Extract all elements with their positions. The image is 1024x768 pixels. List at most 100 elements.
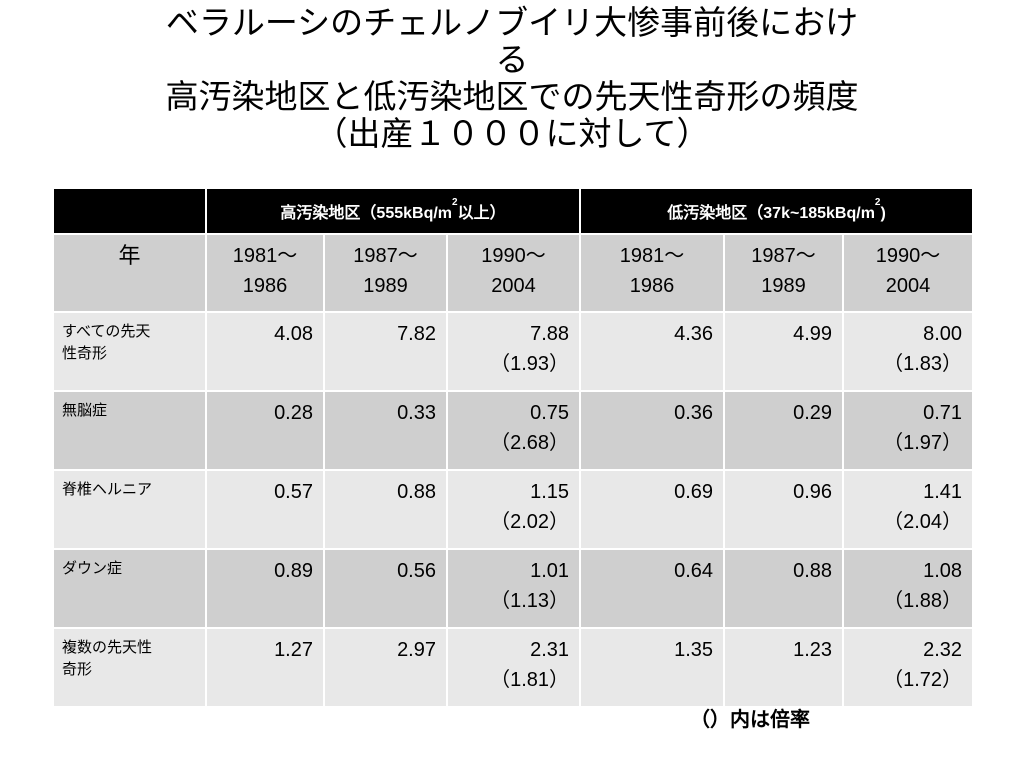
value: 0.96	[793, 481, 833, 503]
period-cell: 1990～ 2004	[842, 233, 975, 313]
header-high-suffix: 以上）	[457, 205, 506, 222]
period-end: 1989	[363, 275, 408, 297]
header-corner	[52, 187, 207, 235]
header-low-text: 低汚染地区（37k~185kBq/m	[667, 205, 875, 222]
value-cell: 4.08	[205, 311, 325, 392]
table-row: ダウン症 0.89 0.56 1.01 （1.13） 0.64 0.88 1.08 （1.88）	[52, 548, 975, 629]
period-start: 1990～	[481, 245, 546, 267]
value-cell: 0.33	[323, 390, 448, 471]
value-cell: 1.01 （1.13）	[445, 548, 582, 629]
row-label-line: 脊椎ヘルニア	[62, 480, 153, 498]
row-label-line: 奇形	[62, 660, 93, 678]
period-start: 1981～	[619, 245, 685, 267]
value-cell: 2.97	[323, 627, 448, 708]
period-start: 1981～	[232, 245, 298, 267]
row-label: 脊椎ヘルニア	[52, 469, 207, 550]
value-cell: 0.88	[723, 548, 845, 629]
value-cell: 2.32 （1.72）	[842, 627, 975, 708]
header-high-contamination: 高汚染地区（555kBq/m2以上）	[204, 187, 582, 235]
ratio: （1.83）	[883, 353, 963, 375]
title-line-3: 高汚染地区と低汚染地区での先天性奇形の頻度	[165, 77, 859, 116]
value-cell: 0.75 （2.68）	[445, 390, 582, 471]
period-start: 1987～	[353, 245, 418, 267]
value-cell: 0.29	[723, 390, 845, 471]
value: 0.36	[674, 402, 714, 424]
ratio: （2.02）	[490, 511, 570, 533]
value: 0.71	[923, 402, 963, 424]
table-row: 複数の先天性 奇形 1.27 2.97 2.31 （1.81） 1.35 1.23 2.32 （1…	[52, 627, 975, 708]
value: 1.23	[793, 639, 833, 661]
value: 7.88	[530, 323, 570, 345]
value: 0.56	[397, 560, 436, 582]
value: 1.41	[923, 481, 963, 503]
value-cell: 0.57	[205, 469, 325, 550]
period-start: 1990～	[875, 245, 941, 267]
period-end: 1989	[761, 275, 806, 297]
value: 4.08	[274, 323, 313, 345]
header-low-sup: 2	[874, 197, 881, 208]
value: 0.75	[530, 402, 570, 424]
value-cell: 7.82	[323, 311, 448, 392]
value: 0.29	[793, 402, 833, 424]
period-start: 1987～	[751, 245, 816, 267]
period-end: 2004	[491, 275, 536, 297]
value: 1.27	[274, 639, 313, 661]
value: 1.01	[530, 560, 570, 582]
value: 1.35	[674, 639, 714, 661]
row-label: すべての先天 性奇形	[52, 311, 207, 392]
value-cell: 0.69	[579, 469, 726, 550]
value: 0.88	[397, 481, 436, 503]
period-end: 1986	[629, 275, 675, 297]
value: 7.82	[397, 323, 436, 345]
value-cell: 1.15 （2.02）	[445, 469, 582, 550]
ratio: （1.93）	[490, 353, 570, 375]
value: 2.97	[397, 639, 436, 661]
period-end: 2004	[885, 275, 931, 297]
row-label: 複数の先天性 奇形	[52, 627, 207, 708]
value-cell: 2.31 （1.81）	[445, 627, 582, 708]
year-label: 年	[52, 233, 207, 313]
title-line-2: る	[495, 40, 529, 79]
period-end: 1986	[242, 275, 288, 297]
row-label-line: 性奇形	[62, 344, 108, 362]
value-cell: 0.28	[205, 390, 325, 471]
year-row: 年 1981～ 1986 1987～ 1989 1990～ 2004 1981～ 198…	[52, 233, 975, 313]
ratio: （1.81）	[490, 669, 570, 691]
footnote: （）内は倍率	[690, 707, 810, 731]
value: 0.69	[674, 481, 714, 503]
period-cell: 1981～ 1986	[205, 233, 325, 313]
value-cell: 0.96	[723, 469, 845, 550]
value: 0.89	[274, 560, 313, 582]
value-cell: 0.36	[579, 390, 726, 471]
header-low-suffix: )	[880, 205, 886, 222]
value: 4.99	[793, 323, 833, 345]
header-low-contamination: 低汚染地区（37k~185kBq/m2)	[579, 187, 975, 235]
row-label-line: 無脳症	[62, 401, 108, 419]
ratio: （1.88）	[883, 590, 963, 612]
value-cell: 0.88	[323, 469, 448, 550]
value-cell: 1.23	[723, 627, 845, 708]
title-line-4: （出産１０００に対して）	[314, 114, 710, 153]
table-row: 脊椎ヘルニア 0.57 0.88 1.15 （2.02） 0.69 0.96 1.41 （2.0…	[52, 469, 975, 550]
value: 0.33	[397, 402, 436, 424]
period-cell: 1981～ 1986	[579, 233, 726, 313]
row-label-line: ダウン症	[62, 559, 123, 577]
value-cell: 7.88 （1.93）	[445, 311, 582, 392]
value: 0.57	[274, 481, 313, 503]
table-header-row: 高汚染地区（555kBq/m2以上） 低汚染地区（37k~185kBq/m2)	[52, 187, 975, 235]
value-cell: 4.36	[579, 311, 726, 392]
row-label-line: 複数の先天性	[62, 638, 153, 656]
period-cell: 1987～ 1989	[723, 233, 845, 313]
value: 4.36	[674, 323, 714, 345]
ratio: （2.68）	[490, 432, 570, 454]
value: 1.08	[923, 560, 963, 582]
value: 0.28	[274, 402, 313, 424]
period-cell: 1987～ 1989	[323, 233, 448, 313]
value-cell: 0.71 （1.97）	[842, 390, 975, 471]
ratio: （1.13）	[490, 590, 570, 612]
ratio: （1.97）	[883, 432, 963, 454]
value-cell: 0.89	[205, 548, 325, 629]
header-high-sup: 2	[452, 197, 458, 208]
slide-title: ベラルーシのチェルノブイリ大惨事前後におけ る 高汚染地区と低汚染地区での先天性…	[40, 4, 984, 152]
header-high-text: 高汚染地区（555kBq/m	[280, 205, 453, 222]
